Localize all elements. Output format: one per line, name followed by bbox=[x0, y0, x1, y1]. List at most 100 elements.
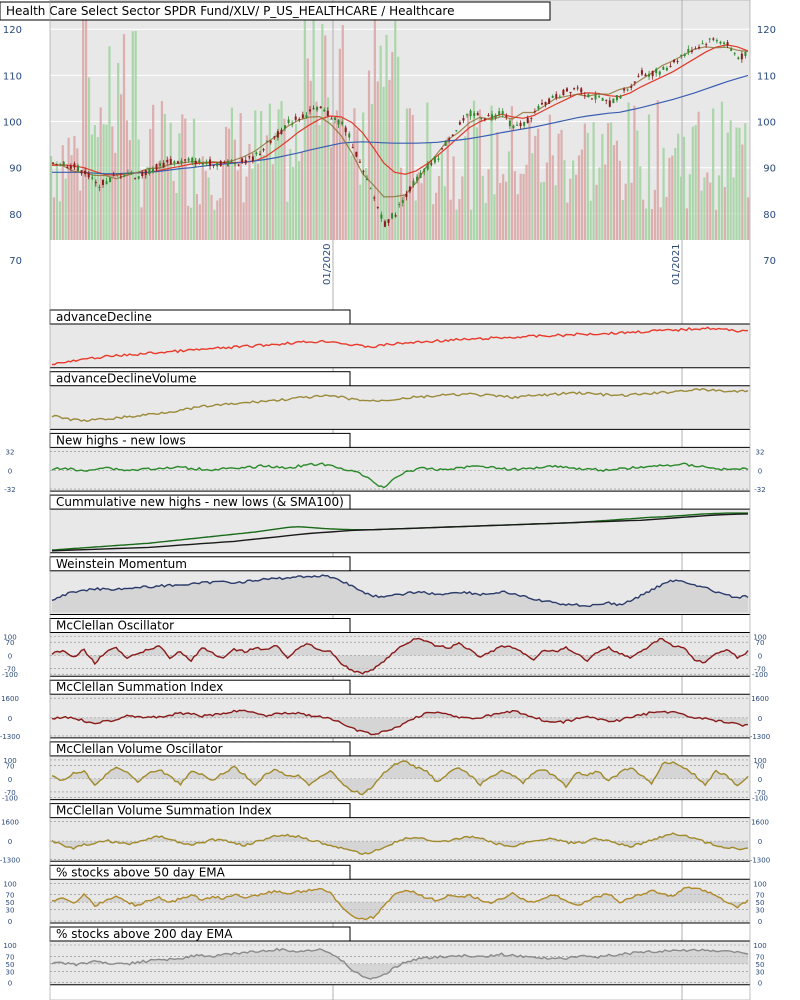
candle-body bbox=[201, 163, 204, 165]
volume-bar bbox=[90, 134, 94, 240]
volume-bar bbox=[496, 132, 499, 240]
candle-body bbox=[419, 172, 422, 178]
volume-bar bbox=[426, 102, 429, 240]
volume-bar bbox=[537, 128, 540, 240]
candle-body bbox=[273, 136, 276, 138]
y-tick-label-left: 50 bbox=[6, 961, 15, 969]
volume-bar bbox=[87, 77, 91, 240]
candle-body bbox=[455, 130, 458, 132]
volume-bar bbox=[624, 183, 627, 240]
volume-bar bbox=[437, 176, 441, 240]
volume-bar bbox=[79, 190, 82, 240]
candle-body bbox=[683, 54, 686, 56]
y-tick-label-left: 0 bbox=[8, 838, 12, 846]
candle-body bbox=[605, 99, 608, 101]
candle-body bbox=[398, 204, 401, 206]
candle-body bbox=[319, 106, 322, 109]
volume-bar bbox=[639, 166, 642, 240]
volume-bar bbox=[248, 143, 251, 240]
indicator-line bbox=[51, 709, 749, 736]
volume-bar bbox=[233, 139, 236, 240]
volume-bar bbox=[688, 174, 691, 240]
candle-body bbox=[159, 163, 162, 167]
candle-body bbox=[76, 165, 79, 172]
candle-body bbox=[665, 68, 668, 71]
candle-body bbox=[355, 151, 358, 157]
volume-bar bbox=[155, 170, 158, 240]
candle-body bbox=[615, 95, 618, 101]
candle-body bbox=[487, 114, 490, 117]
x-tick-label: 01/2021 bbox=[671, 243, 682, 285]
candle-body bbox=[458, 122, 461, 125]
candle-body bbox=[412, 180, 415, 186]
candle-body bbox=[294, 116, 297, 120]
volume-bar bbox=[192, 118, 196, 240]
volume-bar bbox=[580, 149, 584, 240]
candle-body bbox=[284, 125, 286, 129]
candle-body bbox=[669, 65, 672, 67]
indicator-line bbox=[51, 760, 749, 796]
volume-bar bbox=[747, 197, 750, 240]
volume-bar bbox=[513, 171, 516, 240]
volume-bar bbox=[201, 156, 204, 240]
volume-bar bbox=[583, 123, 586, 240]
volume-bar bbox=[303, 11, 306, 240]
candle-body bbox=[466, 114, 469, 116]
volume-bar bbox=[96, 136, 99, 240]
volume-bar bbox=[610, 122, 613, 240]
volume-bar bbox=[575, 174, 578, 240]
y-tick-label-left: -1300 bbox=[0, 733, 20, 741]
volume-bar bbox=[572, 160, 575, 240]
volume-bar bbox=[117, 62, 120, 240]
candle-body bbox=[134, 178, 137, 180]
candle-body bbox=[169, 158, 172, 165]
volume-bar bbox=[545, 162, 549, 240]
candle-body bbox=[491, 114, 494, 119]
volume-bar bbox=[612, 145, 616, 240]
candle-body bbox=[223, 162, 226, 164]
candle-body bbox=[416, 176, 419, 181]
y-tick-label-left: 30 bbox=[6, 907, 15, 915]
y-tick-label-right: 70 bbox=[756, 763, 765, 771]
volume-bar bbox=[52, 197, 56, 240]
candle-body bbox=[369, 188, 372, 190]
indicator-title: McClellan Oscillator bbox=[56, 619, 174, 633]
candle-body bbox=[630, 86, 633, 88]
volume-bar bbox=[522, 173, 525, 240]
y-tick-label-right: -70 bbox=[754, 789, 765, 797]
candle-body bbox=[241, 158, 244, 163]
candle-body bbox=[405, 193, 408, 198]
y-tick-label-right: 100 bbox=[753, 757, 766, 765]
candle-body bbox=[730, 48, 733, 51]
candle-body bbox=[715, 40, 718, 42]
volume-bar bbox=[703, 177, 706, 240]
volume-bar bbox=[685, 208, 689, 240]
candle-body bbox=[148, 168, 151, 175]
candle-body bbox=[537, 106, 540, 109]
y-tick-label-left: -70 bbox=[4, 789, 15, 797]
volume-bar bbox=[394, 20, 397, 240]
volume-bar bbox=[429, 142, 432, 240]
volume-bar bbox=[645, 208, 648, 240]
volume-bar bbox=[157, 161, 161, 240]
volume-bar bbox=[499, 183, 502, 240]
candle-body bbox=[84, 170, 87, 175]
y-tick-label-right: 0 bbox=[758, 715, 762, 723]
candle-body bbox=[533, 111, 536, 113]
volume-bar bbox=[519, 173, 522, 240]
volume-bar bbox=[297, 161, 301, 240]
candle-body bbox=[234, 163, 237, 165]
volume-bar bbox=[402, 194, 406, 240]
y-tick-label-left: 110 bbox=[3, 71, 22, 82]
volume-bar bbox=[254, 110, 257, 240]
volume-bar bbox=[137, 139, 140, 240]
y-tick-label-right: 120 bbox=[757, 25, 776, 36]
candle-body bbox=[80, 170, 83, 174]
volume-bar bbox=[391, 51, 394, 240]
volume-bar bbox=[216, 200, 219, 240]
volume-bar bbox=[280, 101, 283, 241]
sma-long-line bbox=[52, 74, 749, 175]
candle-body bbox=[219, 161, 222, 166]
y-tick-label-left: 100 bbox=[3, 942, 16, 950]
candle-body bbox=[437, 158, 440, 160]
